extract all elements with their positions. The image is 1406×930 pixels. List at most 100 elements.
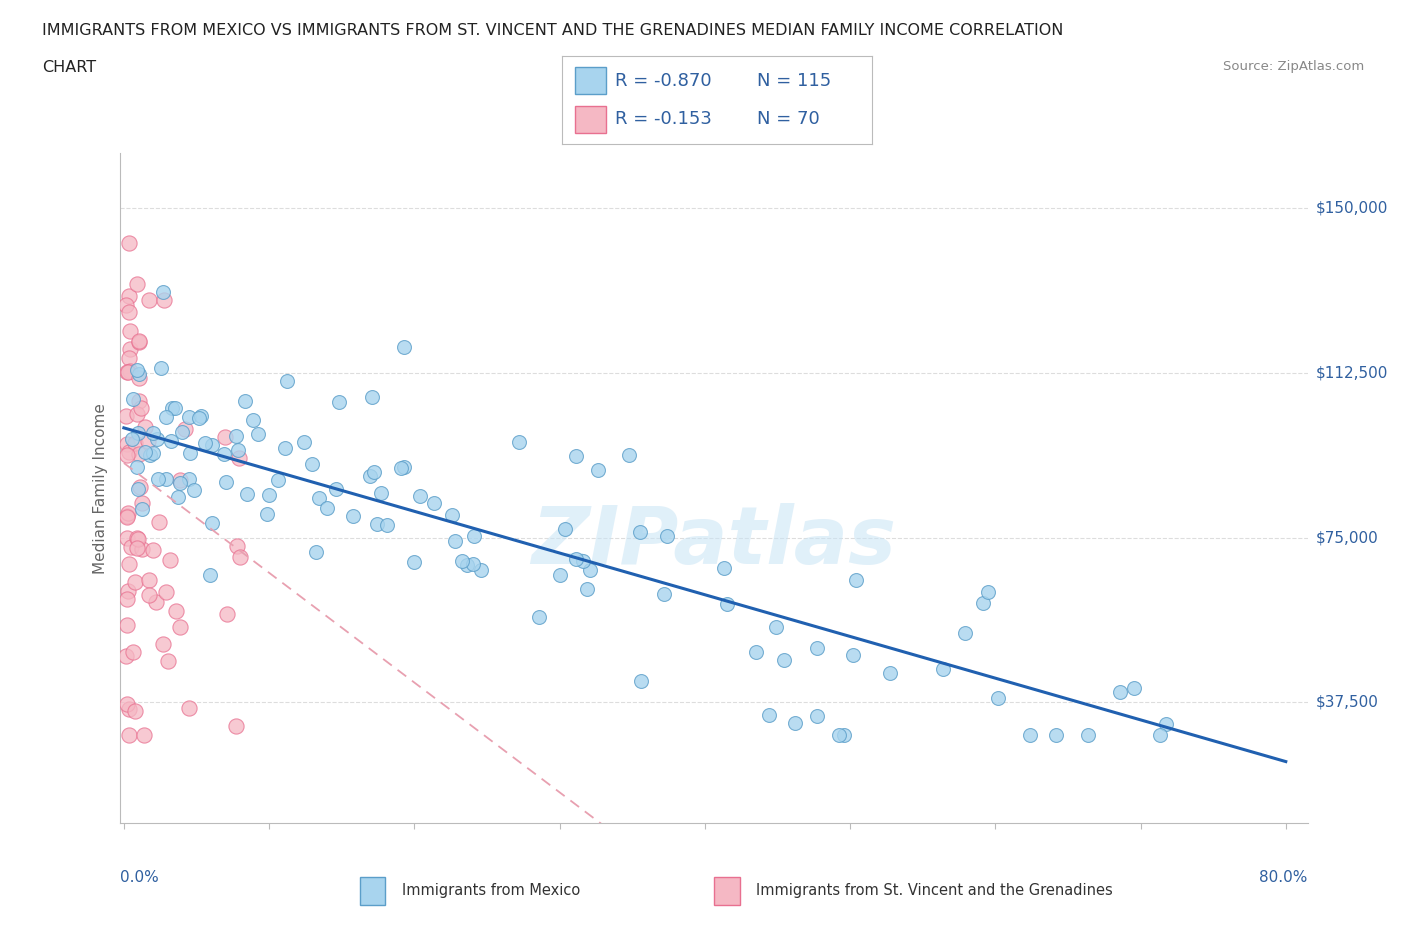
Text: $75,000: $75,000: [1316, 530, 1379, 545]
Point: [138, 572, 160, 587]
Point: [118, 324, 141, 339]
Text: Immigrants from Mexico: Immigrants from Mexico: [402, 884, 581, 898]
Point: [579, 563, 602, 578]
Point: [225, 718, 247, 733]
Point: [117, 365, 139, 379]
Point: [128, 333, 150, 348]
Point: [527, 609, 550, 624]
Point: [155, 409, 177, 424]
Point: [142, 425, 165, 440]
Point: [953, 625, 976, 640]
Point: [292, 434, 315, 449]
Point: [118, 288, 141, 303]
Point: [145, 594, 167, 609]
Point: [148, 514, 170, 529]
Point: [117, 584, 139, 599]
Point: [342, 509, 364, 524]
Point: [832, 728, 855, 743]
Text: 80.0%: 80.0%: [1260, 870, 1308, 884]
Point: [190, 409, 212, 424]
Point: [845, 573, 868, 588]
FancyBboxPatch shape: [360, 877, 385, 905]
Point: [308, 491, 330, 506]
Point: [136, 433, 159, 448]
Point: [194, 436, 217, 451]
Point: [118, 557, 141, 572]
Point: [409, 489, 432, 504]
Point: [987, 691, 1010, 706]
Point: [200, 516, 222, 531]
Point: [1149, 728, 1171, 743]
Text: CHART: CHART: [42, 60, 96, 75]
Point: [134, 445, 156, 459]
Point: [165, 604, 187, 618]
Text: $150,000: $150,000: [1316, 201, 1388, 216]
Point: [152, 285, 174, 299]
Point: [588, 463, 610, 478]
Point: [1019, 728, 1042, 743]
Point: [443, 534, 465, 549]
Point: [229, 550, 252, 565]
Point: [242, 413, 264, 428]
Point: [235, 486, 257, 501]
Point: [274, 440, 297, 455]
Point: [1077, 728, 1099, 743]
Point: [128, 479, 150, 494]
Point: [159, 552, 181, 567]
Point: [257, 487, 280, 502]
Point: [127, 425, 149, 440]
FancyBboxPatch shape: [575, 67, 606, 94]
Point: [159, 433, 181, 448]
Point: [842, 647, 865, 662]
Point: [392, 459, 415, 474]
Point: [276, 373, 298, 388]
Point: [117, 506, 139, 521]
Text: R = -0.870: R = -0.870: [614, 72, 711, 89]
Point: [131, 496, 153, 511]
Point: [174, 421, 197, 436]
Point: [125, 540, 148, 555]
Point: [138, 292, 160, 307]
Point: [138, 587, 160, 602]
Point: [548, 568, 571, 583]
Point: [628, 525, 651, 539]
Point: [179, 445, 201, 460]
Point: [118, 304, 141, 319]
Point: [758, 708, 780, 723]
Point: [456, 558, 478, 573]
Point: [564, 449, 586, 464]
Point: [773, 653, 796, 668]
Point: [655, 528, 678, 543]
Point: [152, 293, 174, 308]
Point: [118, 701, 141, 716]
Point: [463, 557, 485, 572]
Text: 0.0%: 0.0%: [120, 870, 159, 884]
Point: [359, 469, 381, 484]
Point: [118, 728, 141, 743]
Point: [146, 472, 169, 486]
Point: [170, 425, 193, 440]
Point: [117, 510, 139, 525]
Point: [1045, 728, 1067, 743]
Point: [169, 620, 191, 635]
Point: [115, 298, 138, 312]
Point: [139, 447, 162, 462]
Point: [1109, 684, 1132, 699]
Point: [131, 541, 153, 556]
Point: [183, 483, 205, 498]
Point: [402, 554, 425, 569]
Point: [617, 447, 640, 462]
Point: [117, 698, 139, 712]
Point: [125, 363, 148, 378]
Point: [361, 390, 384, 405]
Point: [187, 410, 209, 425]
Point: [155, 472, 177, 486]
Point: [745, 645, 768, 660]
Point: [575, 582, 598, 597]
Point: [115, 530, 138, 545]
Point: [363, 465, 385, 480]
Point: [114, 409, 136, 424]
Point: [370, 486, 392, 501]
Point: [129, 401, 152, 416]
Point: [120, 539, 142, 554]
